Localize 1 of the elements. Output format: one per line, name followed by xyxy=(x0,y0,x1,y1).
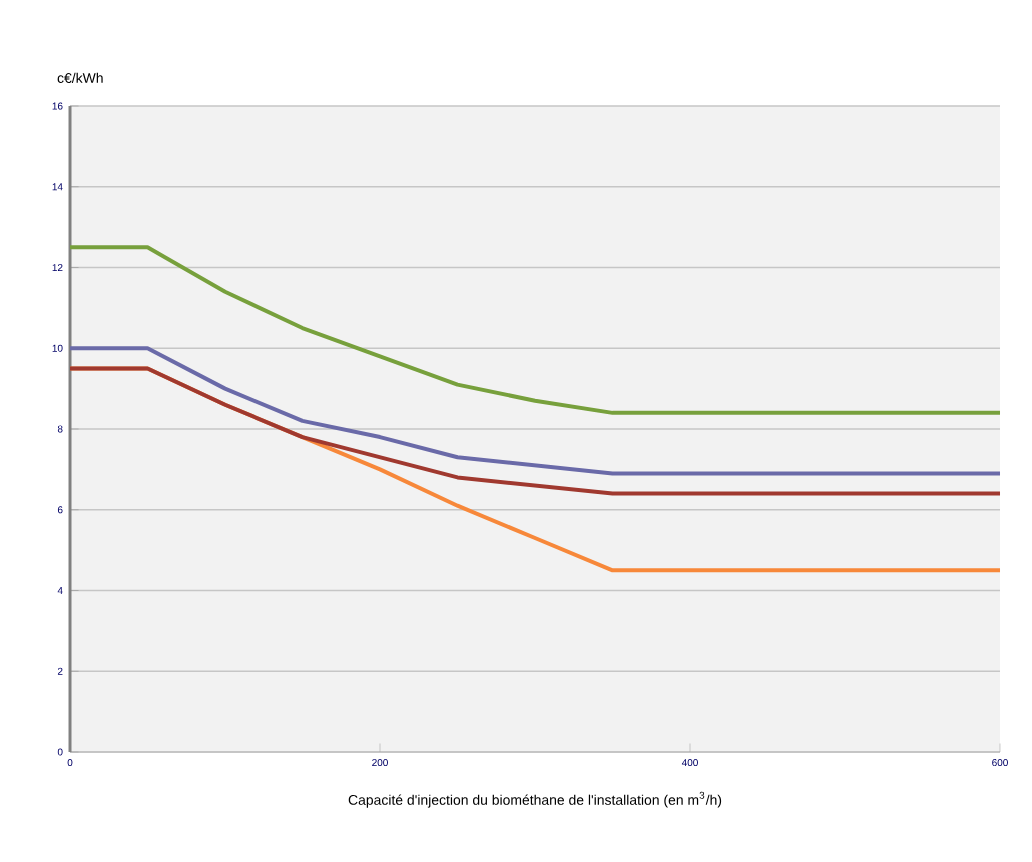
line-series xyxy=(68,245,1003,415)
